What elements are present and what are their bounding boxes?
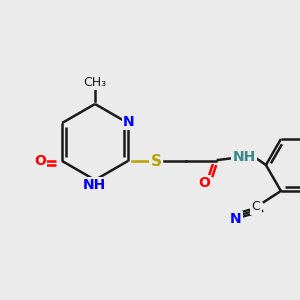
Text: N: N bbox=[123, 115, 135, 129]
Text: S: S bbox=[150, 154, 161, 169]
Text: NH: NH bbox=[82, 178, 106, 192]
Text: NH: NH bbox=[232, 150, 256, 164]
Text: N: N bbox=[230, 212, 242, 226]
Text: O: O bbox=[34, 154, 46, 168]
Text: O: O bbox=[198, 176, 210, 190]
Text: C: C bbox=[251, 200, 260, 214]
Text: CH₃: CH₃ bbox=[83, 76, 106, 88]
